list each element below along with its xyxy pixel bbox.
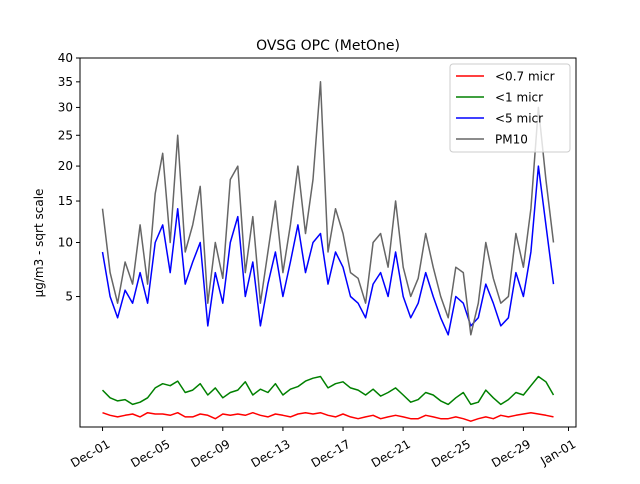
legend: <0.7 micr <1 micr <5 micr PM10	[449, 63, 571, 153]
series-line-0	[102, 411, 554, 422]
legend-box	[449, 63, 571, 153]
y-tick-label: 30	[58, 100, 73, 114]
y-axis: 5 10 15 20 25 30 35 40	[58, 51, 80, 304]
series-line-1	[101, 375, 555, 406]
y-tick-label: 25	[58, 128, 73, 142]
legend-label-0: <0.7 micr	[495, 70, 555, 84]
legend-label-2: <5 micr	[495, 112, 543, 126]
y-tick-label: 20	[58, 159, 73, 173]
y-tick-label: 15	[58, 194, 73, 208]
chart-title: OVSG OPC (MetOne)	[256, 38, 400, 54]
plot-area	[79, 57, 577, 428]
legend-label-1: <1 micr	[495, 91, 543, 105]
y-tick-label: 40	[58, 51, 73, 65]
y-tick-label: 35	[58, 75, 73, 89]
series-line-3	[101, 81, 555, 336]
y-tick-label: 5	[65, 290, 73, 304]
series-line-2	[101, 165, 555, 336]
series-layer	[101, 81, 555, 422]
y-axis-label: μg/m3 - sqrt scale	[32, 189, 46, 298]
y-tick-label: 10	[58, 236, 73, 250]
legend-label-3: PM10	[495, 133, 528, 147]
